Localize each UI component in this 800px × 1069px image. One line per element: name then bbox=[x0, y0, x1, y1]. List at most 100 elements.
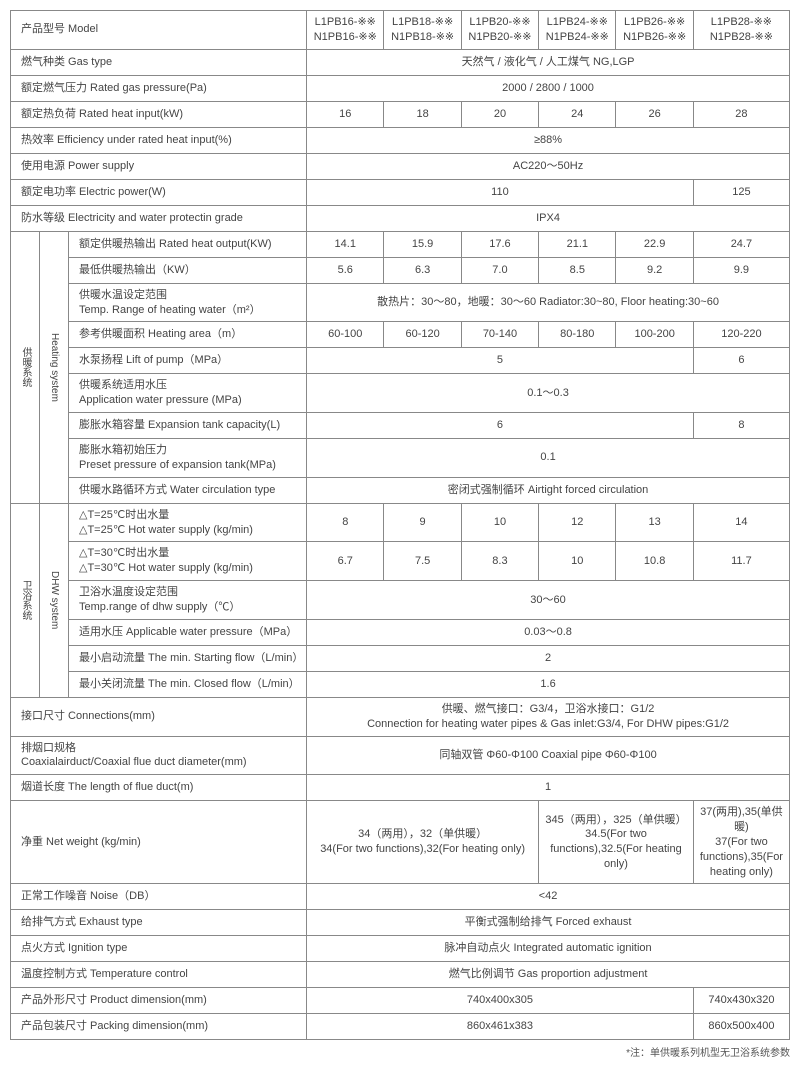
row-label: 额定供暖热输出 Rated heat output(KW) bbox=[69, 231, 307, 257]
heating-section-en: Heating system bbox=[40, 231, 69, 503]
data-cell: 13 bbox=[616, 503, 693, 542]
dhw-section-cn: 卫浴系统 bbox=[11, 503, 40, 697]
data-cell: 平衡式强制给排气 Forced exhaust bbox=[307, 910, 790, 936]
data-cell: 860x500x400 bbox=[693, 1014, 789, 1040]
data-cell: 12 bbox=[539, 503, 616, 542]
row-label: 烟道长度 The length of flue duct(m) bbox=[11, 775, 307, 801]
data-cell: 供暖、燃气接口：G3/4，卫浴水接口：G1/2Connection for he… bbox=[307, 697, 790, 736]
data-cell: 8 bbox=[693, 413, 789, 439]
data-cell: 14.1 bbox=[307, 231, 384, 257]
data-cell: 11.7 bbox=[693, 542, 789, 581]
data-cell: 24 bbox=[539, 101, 616, 127]
data-cell: 740x400x305 bbox=[307, 988, 694, 1014]
model-col-4: L1PB26-※※N1PB26-※※ bbox=[616, 11, 693, 50]
heating-section-cn: 供暖系统 bbox=[11, 231, 40, 503]
data-cell: 26 bbox=[616, 101, 693, 127]
model-col-3: L1PB24-※※N1PB24-※※ bbox=[539, 11, 616, 50]
row-label: 产品外形尺寸 Product dimension(mm) bbox=[11, 988, 307, 1014]
data-cell: 21.1 bbox=[539, 231, 616, 257]
row-label: 温度控制方式 Temperature control bbox=[11, 962, 307, 988]
data-cell: 30～60 bbox=[307, 581, 790, 620]
data-cell: 22.9 bbox=[616, 231, 693, 257]
data-cell: 18 bbox=[384, 101, 461, 127]
row-label: △T=30℃时出水量△T=30℃ Hot water supply (kg/mi… bbox=[69, 542, 307, 581]
data-cell: 8 bbox=[307, 503, 384, 542]
row-label: 膨胀水箱初始压力Preset pressure of expansion tan… bbox=[69, 439, 307, 478]
row-label: △T=25℃时出水量△T=25℃ Hot water supply (kg/mi… bbox=[69, 503, 307, 542]
data-cell: 2 bbox=[307, 645, 790, 671]
data-cell: 860x461x383 bbox=[307, 1014, 694, 1040]
data-cell: 7.5 bbox=[384, 542, 461, 581]
data-cell: 100-200 bbox=[616, 322, 693, 348]
data-cell: 密闭式强制循环 Airtight forced circulation bbox=[307, 477, 790, 503]
data-cell: 1 bbox=[307, 775, 790, 801]
data-cell: 6 bbox=[307, 413, 694, 439]
data-cell: 8.3 bbox=[461, 542, 538, 581]
row-label: 正常工作噪音 Noise（DB） bbox=[11, 884, 307, 910]
row-label: 净重 Net weight (kg/min) bbox=[11, 801, 307, 884]
data-cell: 9.2 bbox=[616, 257, 693, 283]
data-cell: 6.3 bbox=[384, 257, 461, 283]
data-cell: 散热片：30～80，地暖：30～60 Radiator:30~80, Floor… bbox=[307, 283, 790, 322]
model-col-1: L1PB18-※※N1PB18-※※ bbox=[384, 11, 461, 50]
row-label: 额定燃气压力 Rated gas pressure(Pa) bbox=[11, 75, 307, 101]
data-cell: 10 bbox=[461, 503, 538, 542]
data-cell: 7.0 bbox=[461, 257, 538, 283]
data-cell: 24.7 bbox=[693, 231, 789, 257]
data-cell: <42 bbox=[307, 884, 790, 910]
data-cell: 燃气比例调节 Gas proportion adjustment bbox=[307, 962, 790, 988]
row-label: 防水等级 Electricity and water protectin gra… bbox=[11, 205, 307, 231]
row-label: 适用水压 Applicable water pressure（MPa） bbox=[69, 619, 307, 645]
data-cell: 17.6 bbox=[461, 231, 538, 257]
data-cell: 15.9 bbox=[384, 231, 461, 257]
row-label: 供暖系统适用水压Application water pressure (MPa) bbox=[69, 374, 307, 413]
row-label: 排烟口规格Coaxialairduct/Coaxial flue duct di… bbox=[11, 736, 307, 775]
data-cell: ≥88% bbox=[307, 127, 790, 153]
footnote: *注：单供暖系列机型无卫浴系统参数 bbox=[10, 1044, 790, 1059]
row-label: 卫浴水温度设定范围Temp.range of dhw supply（℃） bbox=[69, 581, 307, 620]
model-col-0: L1PB16-※※N1PB16-※※ bbox=[307, 11, 384, 50]
row-label: 燃气种类 Gas type bbox=[11, 49, 307, 75]
data-cell: 60-100 bbox=[307, 322, 384, 348]
data-cell: IPX4 bbox=[307, 205, 790, 231]
data-cell: 20 bbox=[461, 101, 538, 127]
row-label: 参考供暖面积 Heating area（m） bbox=[69, 322, 307, 348]
data-cell: 345（两用），325（单供暖）34.5(For two functions),… bbox=[539, 801, 694, 884]
data-cell: 同轴双管 Φ60-Φ100 Coaxial pipe Φ60-Φ100 bbox=[307, 736, 790, 775]
model-col-2: L1PB20-※※N1PB20-※※ bbox=[461, 11, 538, 50]
row-label: 产品包装尺寸 Packing dimension(mm) bbox=[11, 1014, 307, 1040]
data-cell: 10 bbox=[539, 542, 616, 581]
data-cell: 0.1～0.3 bbox=[307, 374, 790, 413]
data-cell: 8.5 bbox=[539, 257, 616, 283]
data-cell: 脉冲自动点火 Integrated automatic ignition bbox=[307, 936, 790, 962]
data-cell: 28 bbox=[693, 101, 789, 127]
data-cell: 10.8 bbox=[616, 542, 693, 581]
data-cell: 34（两用），32（单供暖）34(For two functions),32(F… bbox=[307, 801, 539, 884]
data-cell: 0.03～0.8 bbox=[307, 619, 790, 645]
row-label: 膨胀水箱容量 Expansion tank capacity(L) bbox=[69, 413, 307, 439]
data-cell: 60-120 bbox=[384, 322, 461, 348]
model-col-5: L1PB28-※※N1PB28-※※ bbox=[693, 11, 789, 50]
row-label: 最低供暖热输出（KW） bbox=[69, 257, 307, 283]
data-cell: 125 bbox=[693, 179, 789, 205]
row-label: 最小关闭流量 The min. Closed flow（L/min） bbox=[69, 671, 307, 697]
data-cell: 9 bbox=[384, 503, 461, 542]
data-cell: AC220～50Hz bbox=[307, 153, 790, 179]
row-label: 供暖水路循环方式 Water circulation type bbox=[69, 477, 307, 503]
data-cell: 9.9 bbox=[693, 257, 789, 283]
data-cell: 70-140 bbox=[461, 322, 538, 348]
data-cell: 120-220 bbox=[693, 322, 789, 348]
row-label: 额定热负荷 Rated heat input(kW) bbox=[11, 101, 307, 127]
data-cell: 37(两用),35(单供暖)37(For two functions),35(F… bbox=[693, 801, 789, 884]
data-cell: 110 bbox=[307, 179, 694, 205]
data-cell: 6 bbox=[693, 348, 789, 374]
model-label: 产品型号 Model bbox=[11, 11, 307, 50]
row-label: 使用电源 Power supply bbox=[11, 153, 307, 179]
data-cell: 天然气 / 液化气 / 人工煤气 NG,LGP bbox=[307, 49, 790, 75]
row-label: 额定电功率 Electric power(W) bbox=[11, 179, 307, 205]
row-label: 给排气方式 Exhaust type bbox=[11, 910, 307, 936]
data-cell: 5.6 bbox=[307, 257, 384, 283]
spec-table: 产品型号 ModelL1PB16-※※N1PB16-※※L1PB18-※※N1P… bbox=[10, 10, 790, 1040]
data-cell: 2000 / 2800 / 1000 bbox=[307, 75, 790, 101]
dhw-section-en: DHW system bbox=[40, 503, 69, 697]
